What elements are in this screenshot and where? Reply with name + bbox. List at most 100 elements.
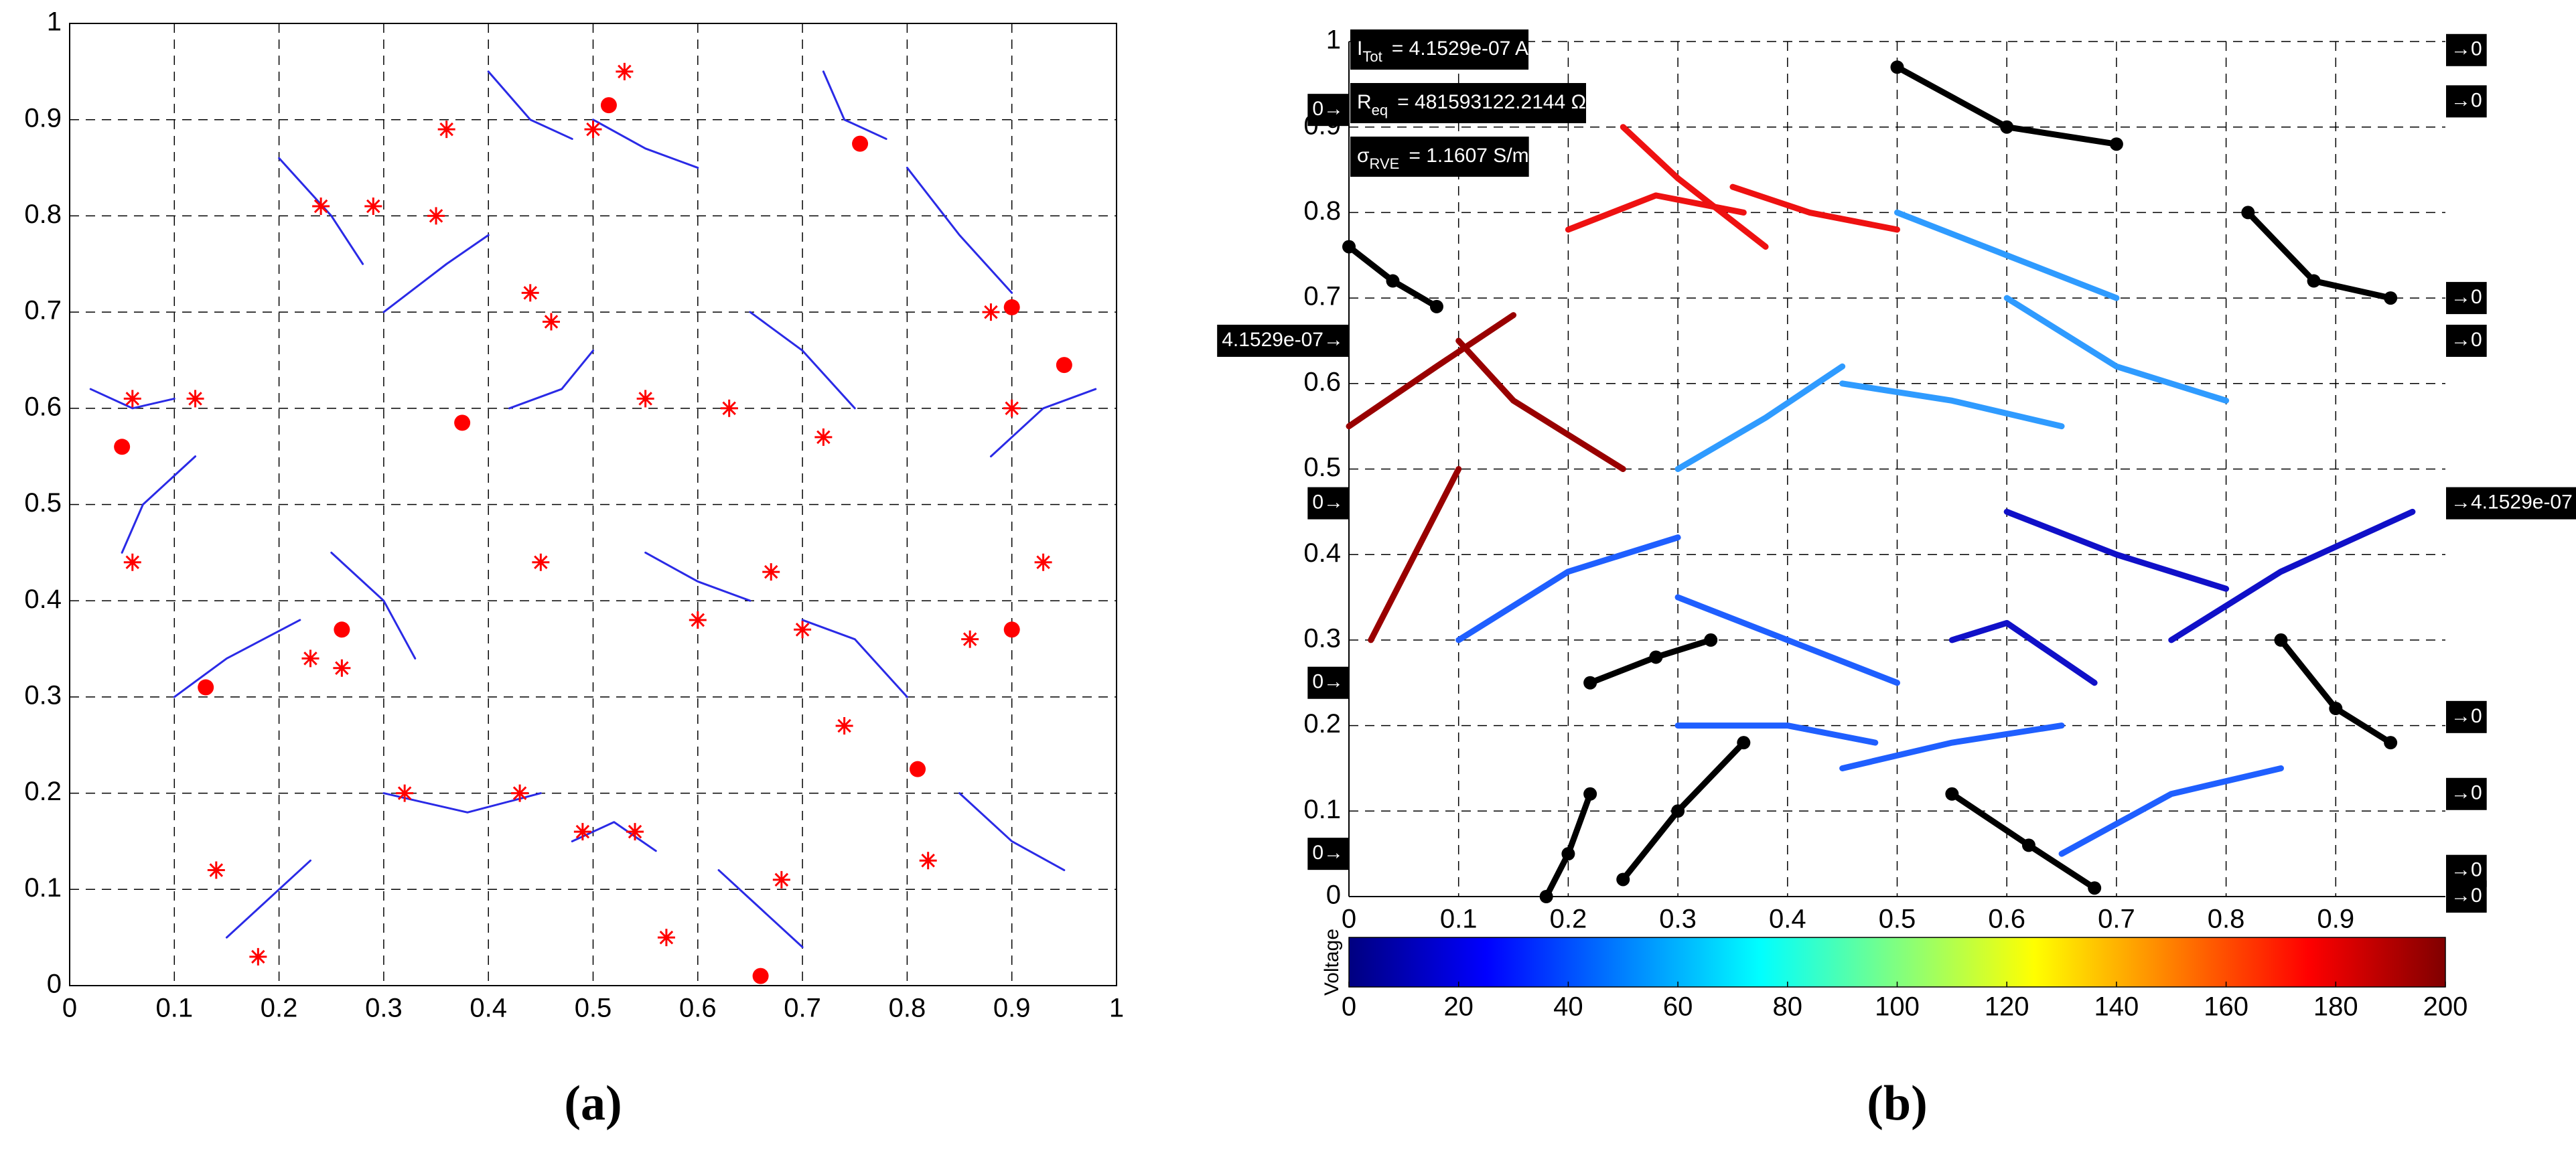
y-tick-label: 0.7 xyxy=(24,296,62,325)
y-tick-label: 0.6 xyxy=(24,392,62,421)
colorbar-tick-label: 200 xyxy=(2423,992,2468,1022)
junction xyxy=(427,207,445,225)
y-tick-label: 0.5 xyxy=(24,488,62,518)
x-tick-label: 0.9 xyxy=(2317,905,2354,934)
fiber xyxy=(1674,594,1900,686)
junction xyxy=(396,784,414,802)
fiber-node xyxy=(1583,676,1597,690)
fiber-node xyxy=(1429,299,1443,313)
junction xyxy=(584,121,602,139)
junction xyxy=(333,659,351,677)
boundary-box xyxy=(1217,324,1348,357)
annotation-box xyxy=(1350,83,1587,123)
contact xyxy=(334,621,350,638)
x-tick-label: 0.2 xyxy=(261,994,298,1023)
colorbar-tick-label: 180 xyxy=(2313,992,2358,1022)
y-tick-label: 0.2 xyxy=(1303,709,1341,739)
fiber xyxy=(2003,508,2230,592)
fiber-node xyxy=(2109,137,2123,151)
junction xyxy=(542,313,560,331)
y-tick-label: 0.1 xyxy=(24,873,62,903)
fiber xyxy=(1346,312,1517,430)
fiber xyxy=(1455,534,1681,643)
x-tick-label: 0.3 xyxy=(365,994,403,1023)
fiber xyxy=(1674,722,1879,746)
fiber-node xyxy=(2000,120,2014,134)
y-tick-label: 0.4 xyxy=(1303,538,1341,568)
x-tick-label: 0.2 xyxy=(1550,905,1587,934)
x-tick-label: 0.5 xyxy=(575,994,612,1023)
y-tick-label: 1 xyxy=(1326,25,1341,55)
fiber xyxy=(1729,183,1900,233)
boundary-box xyxy=(1307,666,1348,699)
annotation-text: σRVE = 1.1607 S/m xyxy=(1357,145,1529,172)
junction xyxy=(982,303,1000,321)
annotation: σRVE = 1.1607 S/m xyxy=(1350,137,1529,177)
y-tick-label: 0.3 xyxy=(24,680,62,710)
junction xyxy=(616,62,634,80)
boundary-label: →0 xyxy=(2451,885,2482,907)
x-tick-label: 0.3 xyxy=(1659,905,1697,934)
fiber-node xyxy=(1342,240,1356,254)
junction xyxy=(1003,399,1021,417)
annotation-sub: eq xyxy=(1372,102,1388,119)
y-tick-label: 0.2 xyxy=(24,777,62,806)
fiber xyxy=(958,792,1066,872)
fiber xyxy=(571,821,657,852)
fiber xyxy=(1620,124,1769,250)
boundary-box xyxy=(2446,85,2487,118)
y-tick-label: 0.6 xyxy=(1303,367,1341,396)
x-tick-label: 0.7 xyxy=(784,994,821,1023)
annotation-symbol: σ xyxy=(1357,145,1370,167)
boundary-label: →0 xyxy=(2451,89,2482,111)
junction xyxy=(249,947,267,966)
axes-frame xyxy=(69,23,1117,986)
fiber-node xyxy=(1649,650,1663,664)
boundary-box xyxy=(2446,880,2487,913)
fiber-node xyxy=(1386,274,1400,288)
annotation-value: = 4.1529e-07 A xyxy=(1392,37,1528,60)
boundary-box xyxy=(2446,33,2487,66)
boundary-label: →4.1529e-07 xyxy=(2451,491,2573,514)
annotation-sub: Tot xyxy=(1362,48,1382,65)
fiber-node xyxy=(2021,838,2035,852)
fiber-node xyxy=(2241,206,2255,220)
x-tick-label: 0.9 xyxy=(993,994,1031,1023)
fiber xyxy=(2244,209,2394,301)
fiber xyxy=(1839,722,2065,771)
annotation-text: Req = 481593122.2144 Ω xyxy=(1357,91,1586,119)
boundary-label: 0→ xyxy=(1312,98,1344,120)
junction xyxy=(1034,553,1052,571)
boundary-label: 0→ xyxy=(1312,842,1344,864)
fiber xyxy=(1839,380,2065,430)
boundary-box xyxy=(1307,838,1348,870)
x-tick-label: 0.6 xyxy=(679,994,717,1023)
fiber xyxy=(1948,619,2098,686)
junction xyxy=(814,428,833,446)
fiber xyxy=(717,869,804,949)
fiber-node xyxy=(2088,881,2102,895)
panel-caption: (b) xyxy=(1867,1076,1927,1131)
fiber-node xyxy=(2274,633,2288,647)
x-tick-label: 0.4 xyxy=(470,994,507,1023)
fiber-node xyxy=(1561,847,1575,861)
annotation-symbol: R xyxy=(1357,91,1372,113)
y-tick-label: 0.7 xyxy=(1303,282,1341,311)
colorbar-tick-label: 60 xyxy=(1663,992,1693,1022)
contact xyxy=(1003,299,1020,315)
fiber xyxy=(487,70,573,140)
junction xyxy=(657,929,675,947)
junction xyxy=(573,823,591,841)
x-tick-label: 0.7 xyxy=(2098,905,2135,934)
fiber xyxy=(225,859,311,939)
junction xyxy=(532,553,550,571)
annotation-sub: RVE xyxy=(1370,155,1400,172)
junction xyxy=(762,563,780,581)
fiber xyxy=(644,551,752,602)
junction xyxy=(720,399,738,417)
fiber xyxy=(1948,791,2098,891)
boundary-label: →0 xyxy=(2451,782,2482,804)
junction xyxy=(794,621,812,639)
boundary-box xyxy=(1307,487,1348,520)
